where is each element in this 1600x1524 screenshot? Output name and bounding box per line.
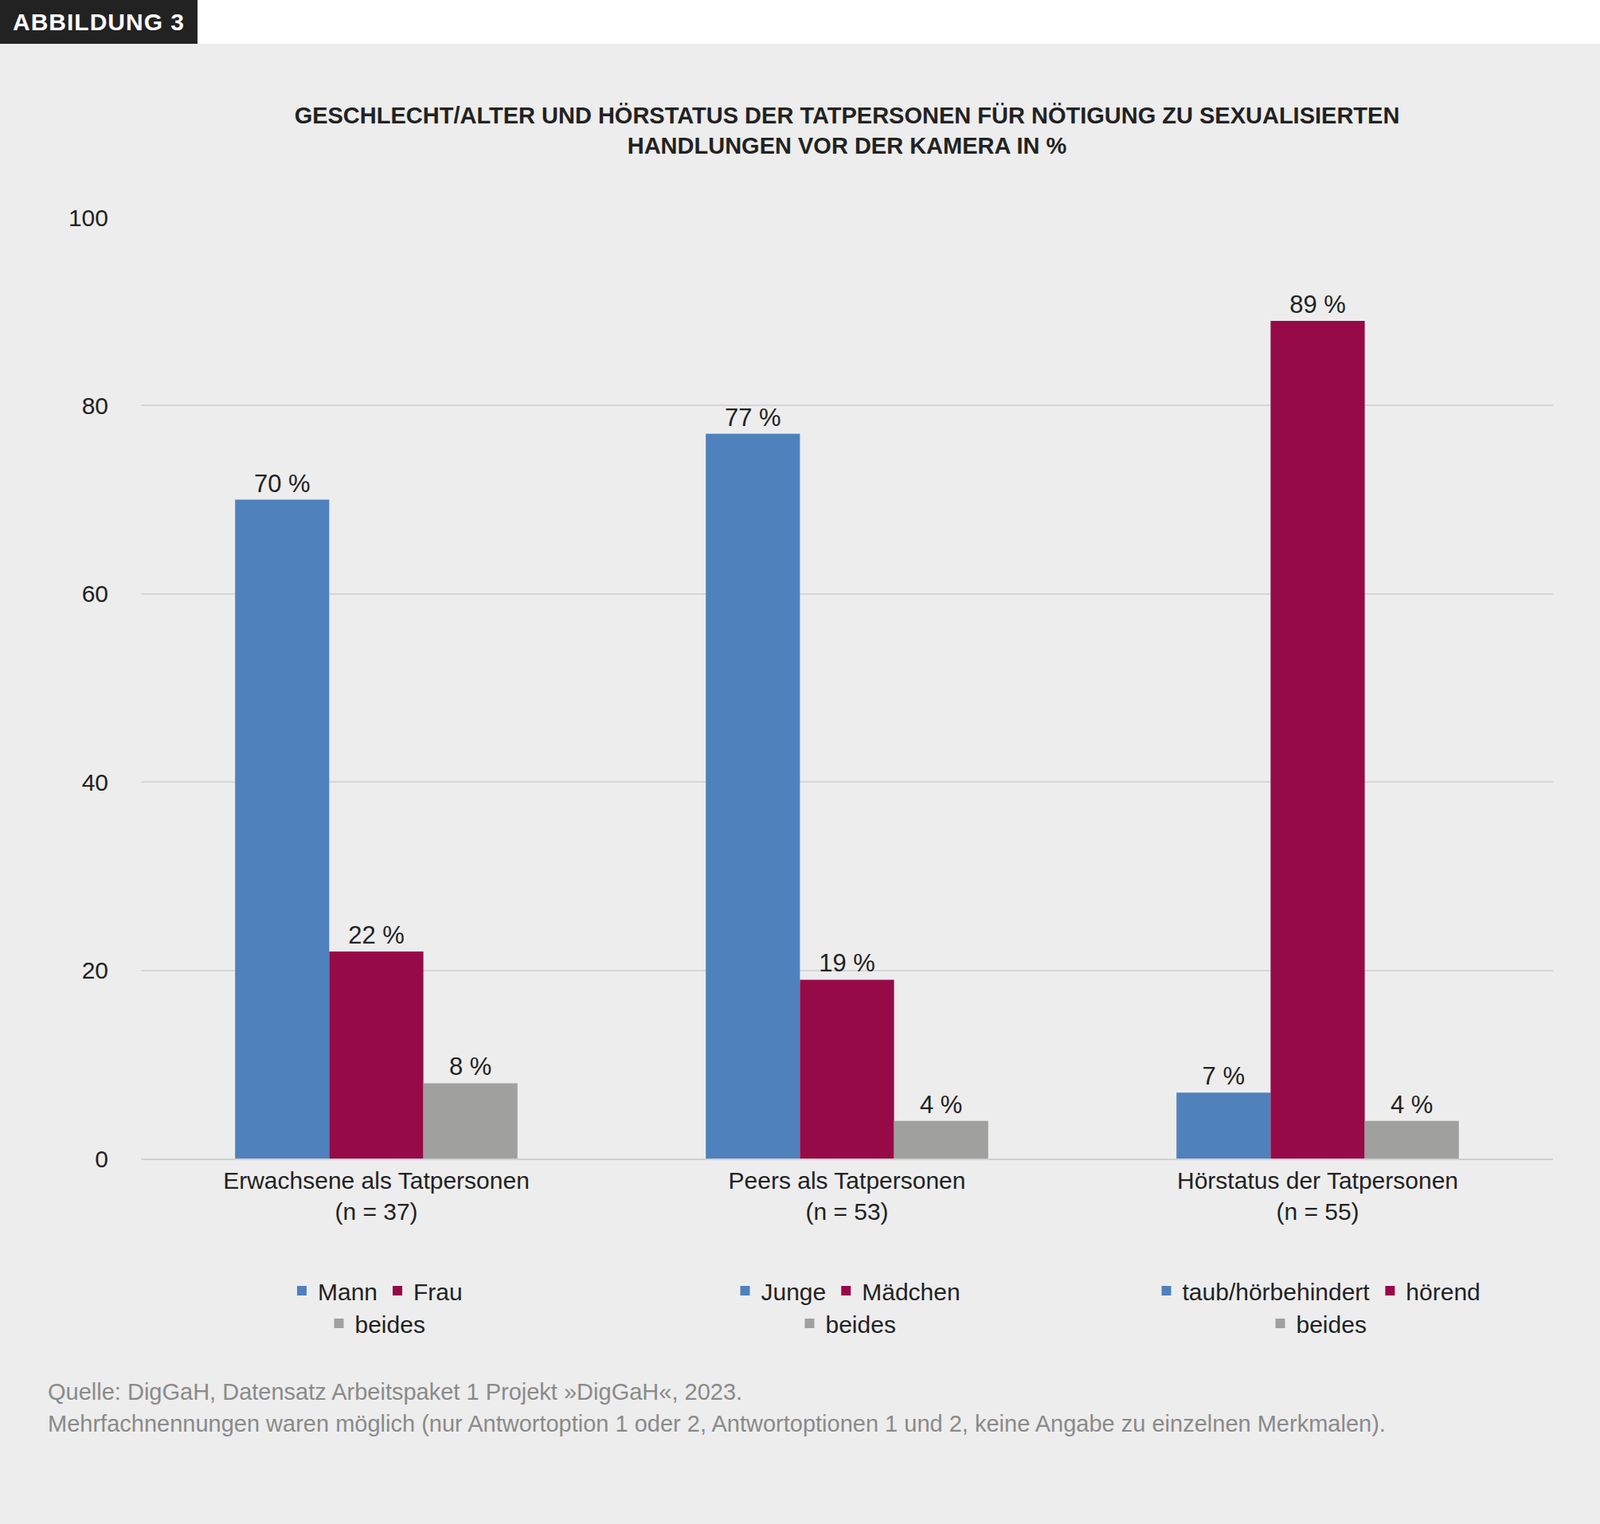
svg-text:20: 20: [82, 957, 109, 984]
html-text:Mehrfachnennungen waren möglic: Mehrfachnennungen waren möglich (nur Ant…: [47, 1411, 1386, 1437]
svg-text:4 %: 4 %: [1390, 1091, 1433, 1119]
svg-text:taub/hörbehindert: taub/hörbehindert: [1182, 1279, 1371, 1306]
svg-text:89 %: 89 %: [1289, 290, 1346, 319]
svg-text:22 %: 22 %: [348, 921, 405, 950]
svg-text:70 %: 70 %: [254, 469, 311, 498]
svg-text:19 %: 19 %: [818, 949, 876, 978]
html-text:Quelle: DigGaH, Datensatz Arbe: Quelle: DigGaH, Datensatz Arbeitspaket 1…: [47, 1379, 743, 1405]
svg-text:hörend: hörend: [1405, 1279, 1480, 1306]
svg-text:8 %: 8 %: [449, 1052, 492, 1081]
svg-text:Mann: Mann: [317, 1279, 378, 1306]
svg-text:beides: beides: [825, 1311, 896, 1338]
svg-text:beides: beides: [1296, 1311, 1367, 1338]
svg-text:40: 40: [82, 769, 109, 796]
svg-text:60: 60: [82, 580, 109, 607]
svg-text:77 %: 77 %: [724, 403, 782, 432]
svg-text:7 %: 7 %: [1202, 1062, 1245, 1091]
svg-text:0: 0: [94, 1146, 109, 1173]
svg-text:beides: beides: [355, 1311, 426, 1338]
html-text:ABBILDUNG 3: ABBILDUNG 3: [12, 8, 185, 36]
svg-text:Mädchen: Mädchen: [861, 1279, 960, 1306]
svg-text:Hörstatus der Tatpersonen(n =: Hörstatus der Tatpersonen(n = 55): [1177, 1167, 1459, 1225]
svg-text:Erwachsene als Tatpersonen(n =: Erwachsene als Tatpersonen(n = 37): [222, 1167, 530, 1225]
svg-text:Junge: Junge: [761, 1279, 827, 1306]
svg-text:4 %: 4 %: [919, 1091, 963, 1119]
svg-text:Peers als Tatpersonen(n = 53): Peers als Tatpersonen(n = 53): [728, 1167, 967, 1225]
svg-text:GESCHLECHT/ALTER UND HÖRSTATUS: GESCHLECHT/ALTER UND HÖRSTATUS DER TATPE…: [294, 102, 1401, 159]
svg-text:100: 100: [68, 204, 109, 231]
svg-text:Frau: Frau: [413, 1279, 463, 1306]
svg-text:80: 80: [82, 392, 109, 419]
